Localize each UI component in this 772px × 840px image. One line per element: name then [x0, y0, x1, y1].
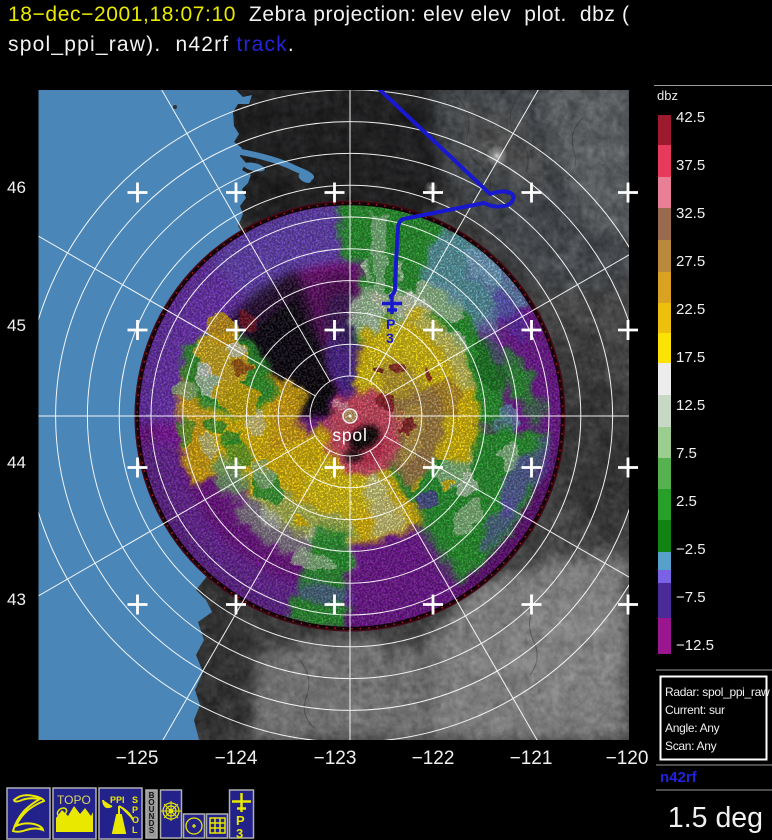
svg-text:−121: −121 — [510, 748, 553, 769]
svg-text:P: P — [132, 805, 138, 815]
svg-text:B: B — [149, 791, 155, 800]
svg-text:−123: −123 — [314, 748, 357, 769]
svg-text:S: S — [149, 826, 155, 835]
svg-text:46: 46 — [7, 178, 26, 197]
svg-text:D: D — [149, 819, 155, 828]
svg-text:32.5: 32.5 — [676, 205, 705, 222]
svg-text:12.5: 12.5 — [676, 397, 705, 414]
svg-text:−122: −122 — [412, 748, 455, 769]
svg-text:2.5: 2.5 — [676, 493, 697, 510]
svg-text:P: P — [386, 316, 395, 332]
svg-text:−125: −125 — [116, 748, 159, 769]
svg-text:43: 43 — [7, 590, 26, 609]
svg-text:Radar: spol_ppi_raw: Radar: spol_ppi_raw — [665, 685, 770, 699]
svg-text:3: 3 — [236, 826, 243, 840]
svg-text:L: L — [132, 825, 138, 835]
svg-text:P: P — [236, 813, 245, 828]
svg-text:45: 45 — [7, 316, 26, 335]
svg-text:N: N — [149, 812, 155, 821]
svg-text:Angle: Any: Angle: Any — [665, 721, 720, 735]
svg-text:22.5: 22.5 — [676, 301, 705, 318]
svg-text:S: S — [132, 795, 138, 805]
svg-text:44: 44 — [7, 453, 26, 472]
svg-text:−124: −124 — [215, 748, 258, 769]
svg-text:Scan: Any: Scan: Any — [665, 739, 717, 753]
svg-text:−120: −120 — [606, 748, 649, 769]
svg-text:3: 3 — [386, 330, 394, 346]
svg-text:O: O — [132, 815, 139, 825]
svg-text:18−dec−2001,18:07:10 Zebra pr: 18−dec−2001,18:07:10 Zebra projection: e… — [8, 3, 630, 26]
svg-text:n42rf: n42rf — [660, 769, 698, 786]
svg-text:Current: sur: Current: sur — [665, 703, 725, 717]
svg-text:−7.5: −7.5 — [676, 589, 706, 606]
svg-text:spol_ppi_raw). n42rf track.: spol_ppi_raw). n42rf track. — [8, 33, 295, 56]
svg-text:42.5: 42.5 — [676, 109, 705, 126]
svg-text:17.5: 17.5 — [676, 349, 705, 366]
svg-text:spol: spol — [332, 425, 367, 445]
svg-text:O: O — [148, 798, 154, 807]
svg-text:−2.5: −2.5 — [676, 541, 706, 558]
svg-text:U: U — [149, 805, 155, 814]
svg-text:PPI: PPI — [110, 795, 125, 805]
svg-text:37.5: 37.5 — [676, 157, 705, 174]
svg-text:1.5 deg: 1.5 deg — [668, 802, 763, 834]
svg-text:7.5: 7.5 — [676, 445, 697, 462]
svg-text:TOPO: TOPO — [57, 793, 91, 807]
svg-text:27.5: 27.5 — [676, 253, 705, 270]
svg-text:dbz: dbz — [657, 88, 678, 103]
svg-text:−12.5: −12.5 — [676, 637, 714, 654]
